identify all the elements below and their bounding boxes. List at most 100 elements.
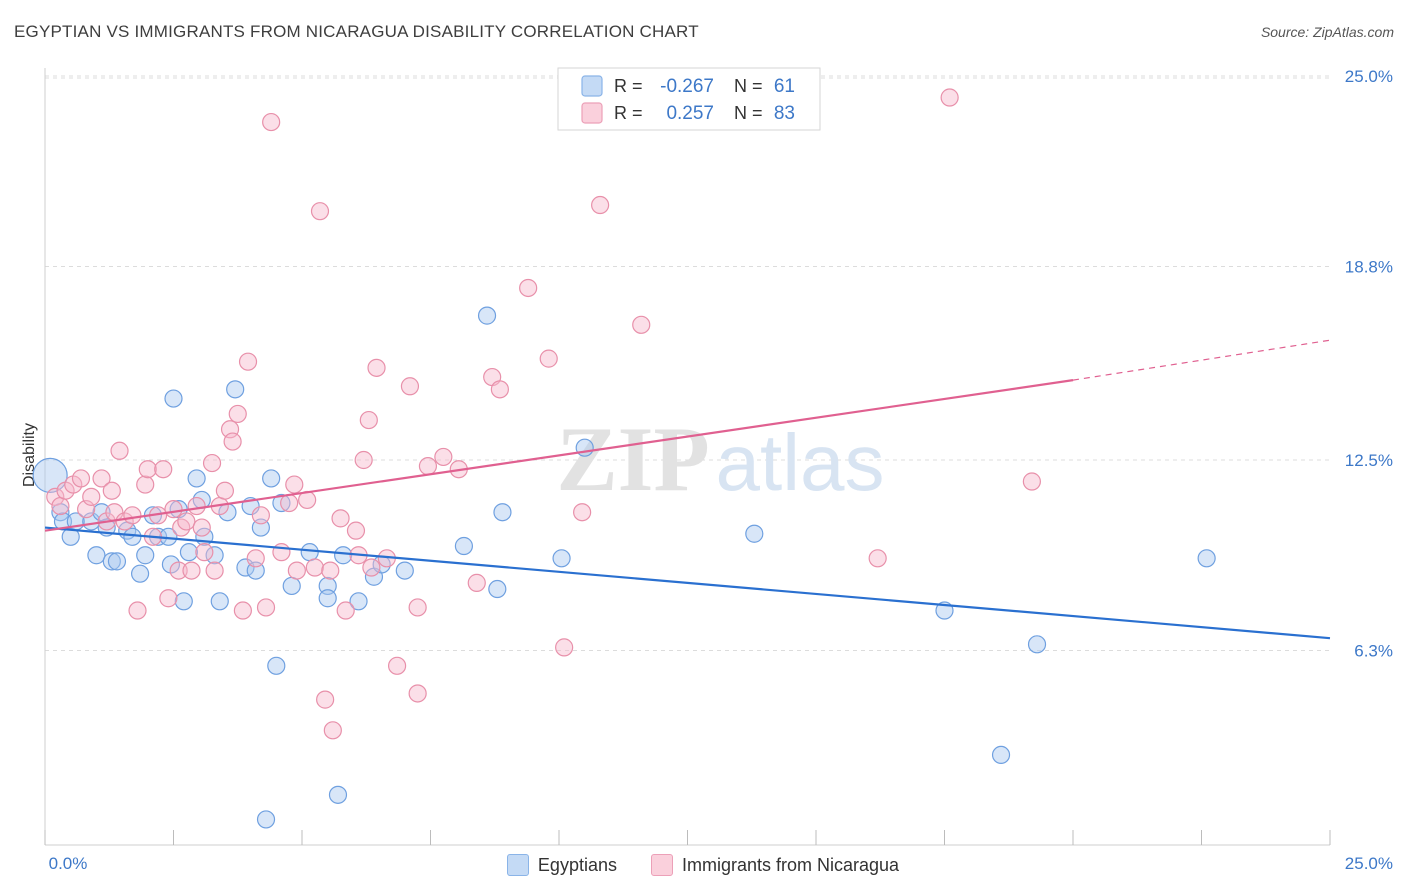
- point-egyptians: [552, 549, 571, 568]
- point-nicaragua: [251, 506, 270, 525]
- point-nicaragua: [177, 512, 196, 531]
- source-label: Source: ZipAtlas.com: [1260, 24, 1394, 40]
- y-tick-label: 25.0%: [1345, 67, 1393, 86]
- x-tick-label-end: 25.0%: [1345, 854, 1393, 873]
- point-egyptians: [282, 576, 301, 596]
- point-nicaragua: [354, 450, 373, 470]
- point-egyptians: [300, 543, 319, 562]
- watermark-atlas: atlas: [716, 418, 885, 507]
- point-nicaragua: [205, 561, 224, 580]
- point-nicaragua: [71, 469, 91, 488]
- point-nicaragua: [490, 380, 509, 399]
- point-nicaragua: [256, 598, 276, 617]
- point-nicaragua: [138, 460, 157, 479]
- legend-n-value: 83: [774, 103, 795, 124]
- point-nicaragua: [346, 521, 366, 540]
- point-egyptians: [262, 469, 281, 488]
- point-egyptians: [136, 546, 155, 565]
- point-egyptians: [272, 493, 291, 513]
- point-nicaragua: [555, 638, 574, 657]
- point-egyptians: [267, 656, 286, 675]
- point-egyptians: [87, 546, 106, 565]
- point-egyptians: [1027, 635, 1047, 654]
- point-nicaragua: [182, 561, 201, 580]
- point-egyptians: [164, 389, 183, 408]
- point-nicaragua: [159, 589, 178, 608]
- point-egyptians: [226, 380, 245, 399]
- point-egyptians: [477, 306, 497, 325]
- point-nicaragua: [187, 496, 206, 516]
- point-nicaragua: [418, 457, 438, 476]
- point-nicaragua: [123, 506, 142, 525]
- chart-title: EGYPTIAN VS IMMIGRANTS FROM NICARAGUA DI…: [14, 22, 699, 41]
- point-nicaragua: [1022, 472, 1041, 491]
- point-nicaragua: [233, 601, 252, 620]
- point-nicaragua: [336, 601, 355, 620]
- point-nicaragua: [272, 543, 291, 562]
- point-nicaragua: [46, 487, 65, 506]
- legend-item-egyptians[interactable]: Egyptians: [506, 854, 617, 876]
- trend-line-nicaragua: [44, 379, 1074, 532]
- legend-top-swatch: [581, 75, 603, 97]
- point-nicaragua: [246, 549, 265, 568]
- x-tick-label-start: 0.0%: [49, 854, 88, 873]
- point-nicaragua: [82, 487, 101, 506]
- point-nicaragua: [164, 500, 183, 519]
- point-egyptians: [575, 438, 594, 457]
- point-egyptians: [454, 536, 474, 556]
- point-egyptians: [395, 561, 414, 580]
- point-nicaragua: [92, 469, 111, 488]
- point-egyptians: [318, 589, 337, 608]
- point-nicaragua: [110, 441, 129, 460]
- trend-line-nicaragua-extension: [1072, 339, 1331, 381]
- point-nicaragua: [136, 475, 155, 494]
- point-nicaragua: [316, 690, 335, 709]
- watermark: ZIP atlas: [556, 408, 884, 510]
- legend-label-egyptians: Egyptians: [537, 854, 617, 875]
- point-nicaragua: [305, 558, 324, 577]
- point-egyptians: [334, 546, 353, 565]
- watermark-zip: ZIP: [556, 408, 709, 510]
- point-egyptians: [493, 503, 512, 522]
- trend-line-egyptians: [44, 526, 1331, 640]
- point-egyptians: [991, 745, 1011, 765]
- legend-n-label: N =: [734, 76, 763, 96]
- legend-r-value: -0.267: [660, 76, 714, 97]
- point-nicaragua: [591, 195, 610, 215]
- y-tick-label: 12.5%: [1345, 451, 1393, 470]
- point-nicaragua: [868, 549, 887, 568]
- point-nicaragua: [223, 432, 242, 451]
- point-egyptians: [205, 546, 224, 565]
- point-egyptians: [488, 579, 507, 599]
- point-egyptians: [174, 592, 193, 611]
- point-nicaragua: [51, 496, 70, 516]
- point-nicaragua: [262, 112, 281, 132]
- point-nicaragua: [238, 352, 258, 371]
- point-egyptians: [123, 527, 142, 546]
- legend-n-value: 61: [774, 76, 795, 97]
- legend-item-nicaragua[interactable]: Immigrants from Nicaragua: [650, 854, 899, 876]
- point-nicaragua: [573, 503, 592, 522]
- point-nicaragua: [519, 278, 538, 298]
- point-egyptians: [32, 457, 68, 493]
- point-nicaragua: [408, 598, 427, 617]
- point-nicaragua: [192, 518, 211, 537]
- point-egyptians: [130, 564, 150, 583]
- legend-r-value: 0.257: [666, 103, 714, 124]
- y-tick-label: 18.8%: [1345, 257, 1393, 276]
- y-tick-label: 6.3%: [1354, 641, 1393, 660]
- point-nicaragua: [331, 509, 350, 528]
- legend-top-swatch: [581, 102, 603, 124]
- point-egyptians: [236, 558, 255, 577]
- trend-layer: [44, 339, 1331, 640]
- point-egyptians: [745, 524, 764, 543]
- point-nicaragua: [215, 481, 234, 500]
- point-egyptians: [187, 469, 206, 488]
- point-egyptians: [210, 592, 229, 611]
- point-nicaragua: [280, 493, 299, 513]
- point-egyptians: [1197, 549, 1216, 568]
- point-nicaragua: [362, 558, 381, 577]
- point-nicaragua: [102, 481, 121, 500]
- point-nicaragua: [400, 377, 420, 396]
